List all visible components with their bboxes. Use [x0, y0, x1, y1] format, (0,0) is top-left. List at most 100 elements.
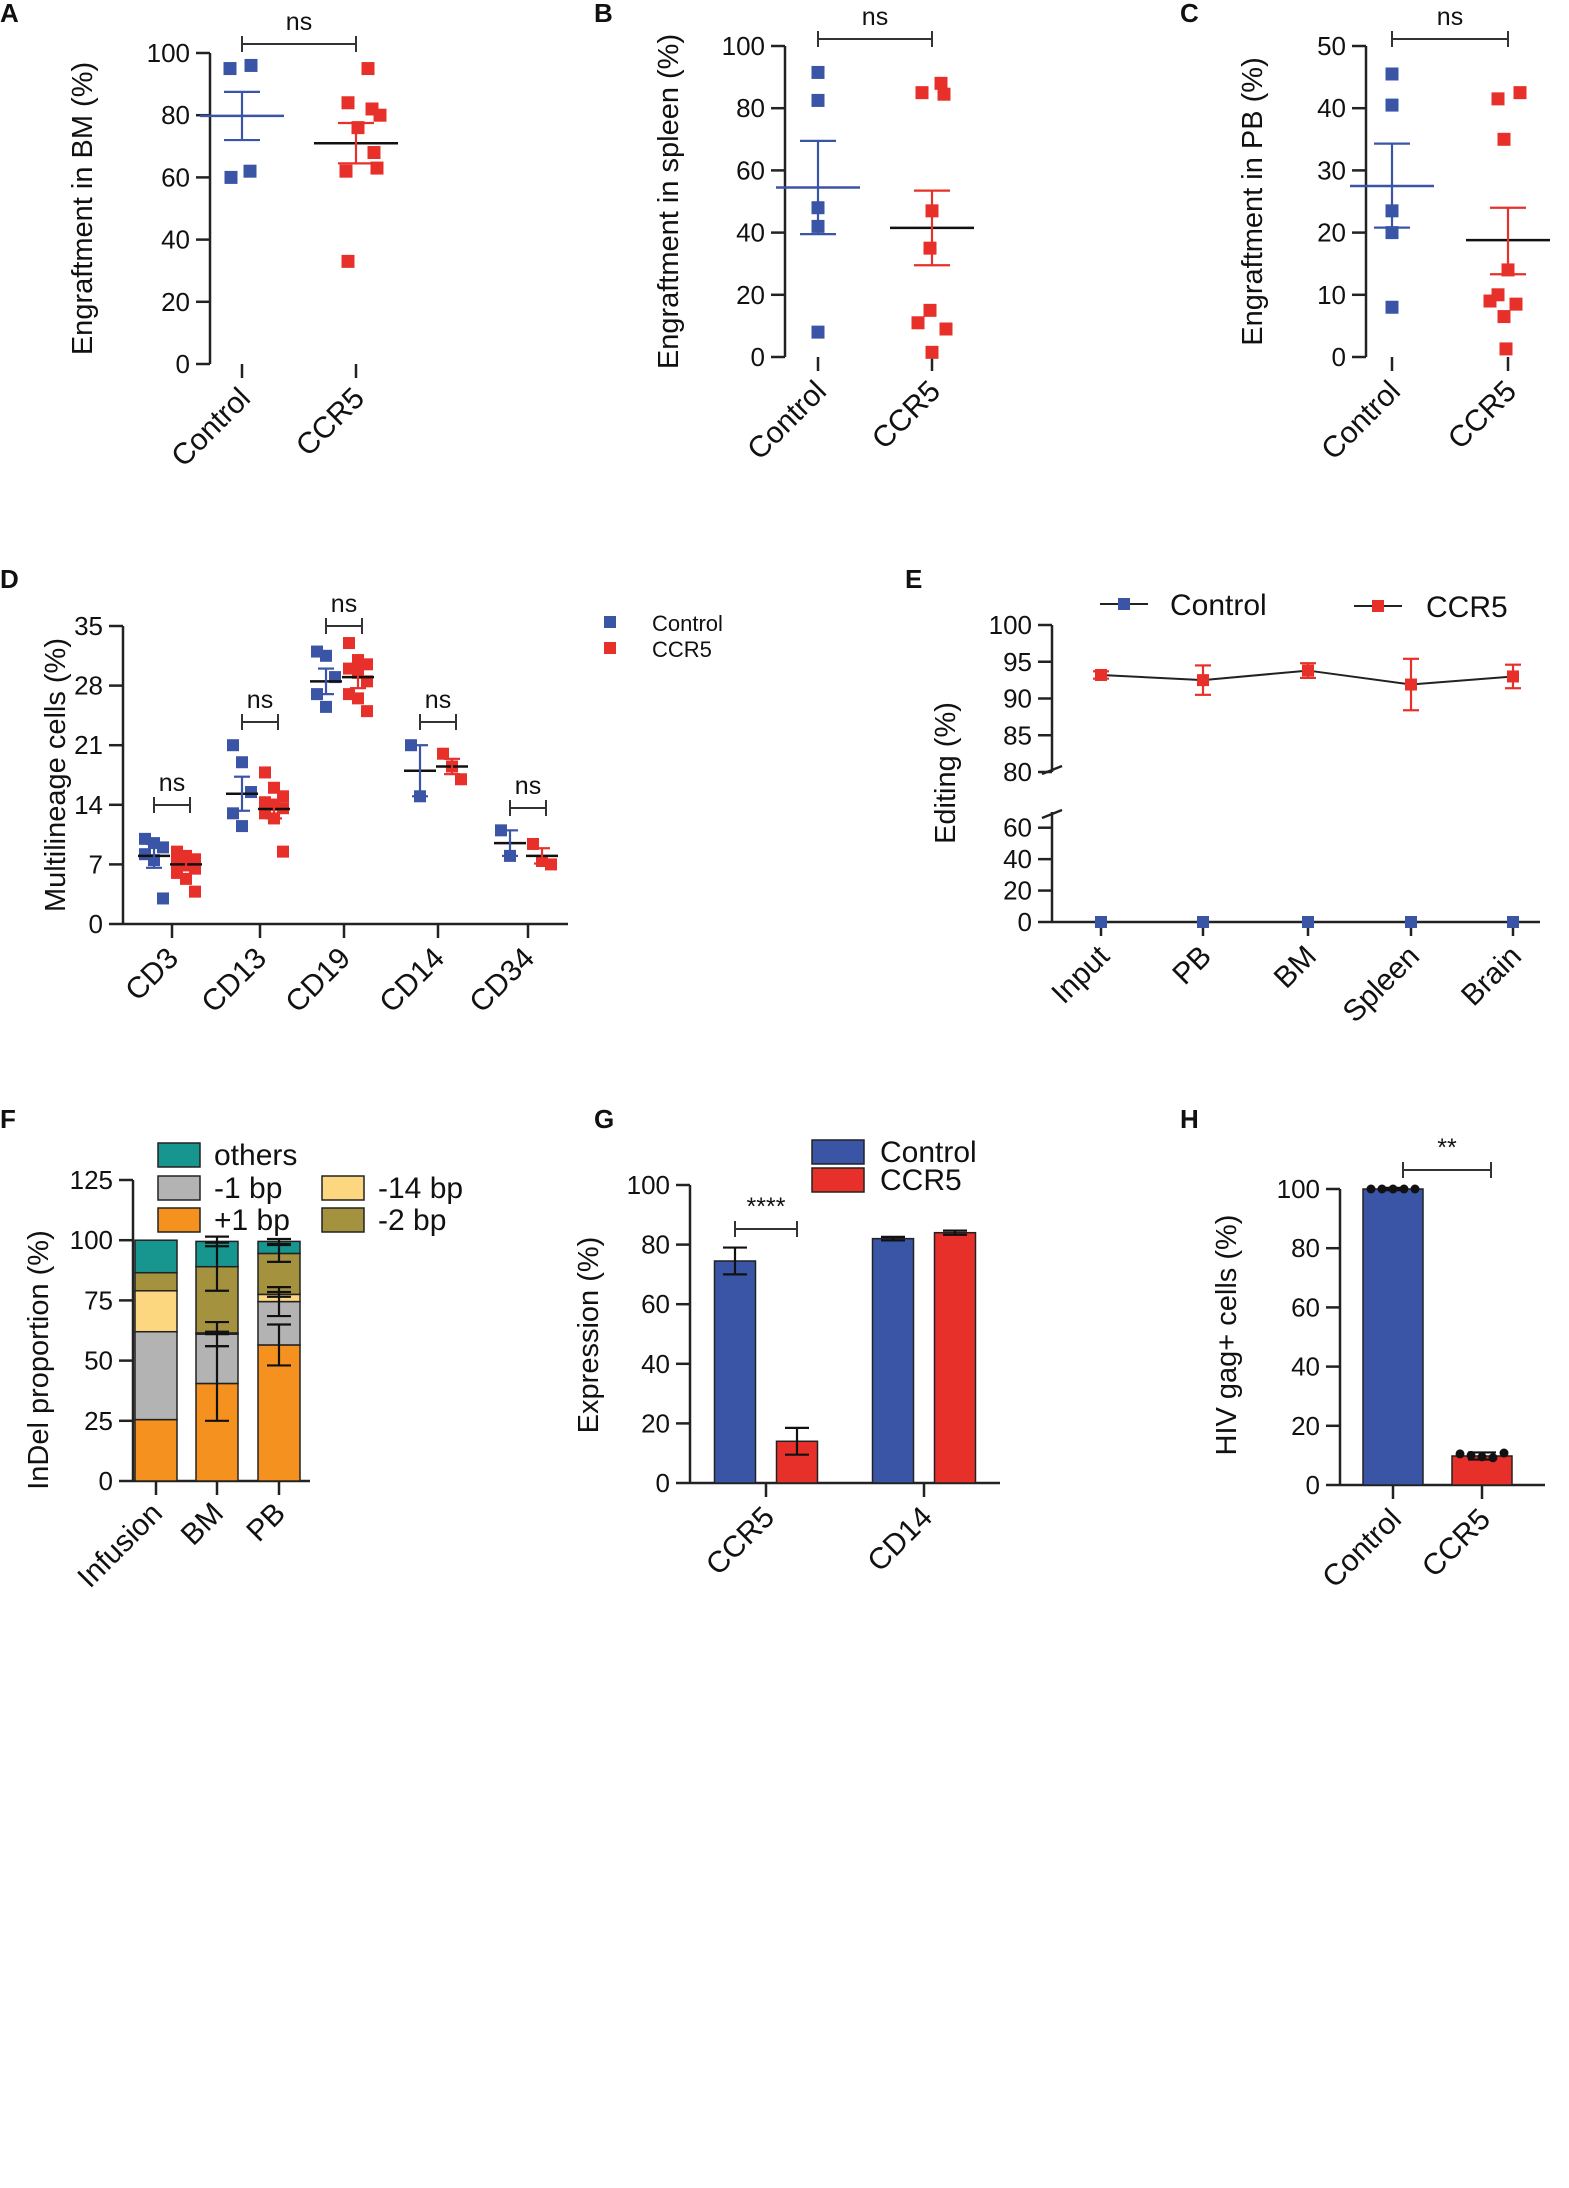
panel-d-y-tick-label-35: 35 — [74, 611, 103, 641]
panel-f-y-tick-label-0: 0 — [99, 1466, 113, 1496]
panel-g-x-label-cd14: CD14 — [861, 1501, 939, 1579]
panel-d-significance-cd34-label: ns — [515, 772, 541, 800]
panel-b-point-control-1 — [811, 93, 825, 107]
panel-h-y-tick-label-20: 20 — [1291, 1411, 1320, 1441]
panel-d-point-cd13-control-2 — [245, 786, 257, 799]
panel-d-point-cd3-ccr5-7 — [180, 872, 192, 885]
panel-f-bar-infusion-minus2bp — [134, 1271, 178, 1292]
panel-c-point-control-0 — [1385, 67, 1399, 81]
panel-h-point-control-2 — [1388, 1184, 1398, 1194]
panel-c-point-ccr5-8 — [1499, 342, 1513, 356]
panel-b-y-axis-title: Engraftment in spleen (%) — [653, 34, 685, 369]
panel-h-significance-label: ** — [1437, 1134, 1457, 1162]
panel-c-y-tick-label-20: 20 — [1317, 218, 1346, 248]
panel-g-legend-ccr5-swatch — [811, 1167, 865, 1193]
panel-c-point-ccr5-5 — [1483, 294, 1497, 308]
panel-c-significance-label: ns — [1437, 3, 1463, 31]
panel-c-point-control-1 — [1385, 98, 1399, 112]
panel-f-legend-label-1: -1 bp — [214, 1172, 282, 1205]
panel-e-legend-ccr5-marker — [1372, 600, 1384, 612]
panel-b-point-ccr5-6 — [911, 316, 925, 330]
panel-g-y-tick-label-80: 80 — [641, 1230, 670, 1260]
panel-b-point-ccr5-8 — [925, 345, 939, 359]
panel-f-legend-swatch-3 — [157, 1207, 201, 1233]
panel-a-y-axis-title: Engraftment in BM (%) — [67, 62, 99, 355]
panel-g-y-tick-label-100: 100 — [627, 1170, 670, 1200]
panel-b-y-tick-label-20: 20 — [736, 280, 765, 310]
panel-d-point-cd19-control-1 — [320, 649, 332, 662]
panel-d-point-cd19-control-4 — [320, 700, 332, 713]
panel-h-label: H — [1180, 1104, 1199, 1134]
panel-e-x-label-spleen: Spleen — [1337, 940, 1426, 1029]
panel-e-y-tick-label-0: 0 — [1018, 907, 1032, 937]
panel-c-point-ccr5-1 — [1491, 92, 1505, 106]
panel-a-x-label-ccr5: CCR5 — [290, 382, 371, 463]
panel-e-y-tick-label-95: 95 — [1003, 647, 1032, 677]
panel-h-point-control-0 — [1366, 1184, 1376, 1194]
panel-b-label: B — [594, 0, 613, 28]
panel-d-point-cd34-ccr5-2 — [545, 858, 557, 871]
panel-d-point-cd13-control-3 — [227, 807, 239, 820]
panel-f-y-tick-label-25: 25 — [84, 1406, 113, 1436]
panel-a-point-ccr5-4 — [351, 121, 365, 135]
panel-c-y-axis-title: Engraftment in PB (%) — [1237, 57, 1269, 346]
panel-g-bar-cd14-ccr5 — [933, 1231, 977, 1484]
panel-d-x-label-cd34: CD34 — [463, 942, 541, 1020]
panel-e-point-ccr5-4 — [1507, 670, 1519, 683]
panel-f-x-label-bm: BM — [175, 1497, 230, 1552]
panel-e-point-control-4 — [1507, 916, 1519, 928]
panel-b-point-control-0 — [811, 65, 825, 79]
panel-a-y-tick-label-40: 40 — [161, 225, 190, 255]
panel-d-point-cd14-ccr5-2 — [455, 773, 467, 786]
panel-h-point-ccr5-4 — [1499, 1448, 1509, 1458]
panel-b-significance-label: ns — [862, 3, 888, 31]
panel-c-y-tick-label-50: 50 — [1317, 31, 1346, 61]
panel-a-y-tick-label-80: 80 — [161, 100, 190, 130]
panel-e-y-tick-label-100: 100 — [989, 610, 1032, 640]
panel-e-point-control-3 — [1405, 916, 1417, 928]
panel-a-y-tick-label-0: 0 — [176, 349, 190, 379]
panel-a-point-ccr5-3 — [373, 108, 387, 122]
panel-a-point-control-2 — [243, 164, 257, 178]
panel-h-y-axis-title: HIV gag+ cells (%) — [1211, 1215, 1243, 1456]
panel-c-point-ccr5-2 — [1497, 132, 1511, 146]
panel-d-point-cd14-control-0 — [405, 739, 417, 752]
panel-e-y-tick-label-40: 40 — [1003, 844, 1032, 874]
panel-h-point-control-4 — [1410, 1184, 1420, 1194]
panel-h-y-tick-label-40: 40 — [1291, 1352, 1320, 1382]
panel-a-point-ccr5-7 — [339, 164, 353, 178]
panel-g-y-tick-label-40: 40 — [641, 1349, 670, 1379]
panel-b-x-label-control: Control — [741, 375, 833, 467]
panel-e-point-ccr5-1 — [1197, 674, 1209, 687]
panel-g-legend-control-label: Control — [880, 1136, 977, 1169]
panel-d-point-cd3-ccr5-5 — [189, 862, 201, 875]
panel-c-point-control-4 — [1385, 300, 1399, 314]
panel-d-significance-cd14-label: ns — [425, 686, 451, 714]
panel-b-y-tick-label-100: 100 — [722, 31, 765, 61]
panel-d-y-tick-label-14: 14 — [74, 790, 103, 820]
panel-b-point-ccr5-4 — [923, 241, 937, 255]
panel-d-label: D — [0, 564, 19, 594]
panel-h-y-tick-label-0: 0 — [1306, 1470, 1320, 1500]
panel-a-point-ccr5-5 — [367, 146, 381, 160]
panel-d-point-cd13-control-0 — [227, 739, 239, 752]
panel-f-y-tick-label-75: 75 — [84, 1285, 113, 1315]
panel-f-legend-swatch-1 — [157, 1175, 201, 1201]
panel-d-legend-ccr5-marker — [604, 642, 616, 654]
panel-a-point-control-1 — [223, 62, 237, 76]
panel-e-point-ccr5-2 — [1302, 664, 1314, 677]
panel-e-y-tick-label-60: 60 — [1003, 813, 1032, 843]
panel-g-y-axis-title: Expression (%) — [573, 1237, 605, 1434]
panel-e-x-label-brain: Brain — [1455, 940, 1528, 1013]
panel-h-y-tick-label-80: 80 — [1291, 1233, 1320, 1263]
panel-f-y-tick-label-50: 50 — [84, 1346, 113, 1376]
panel-g-y-tick-label-20: 20 — [641, 1408, 670, 1438]
panel-e-x-label-pb: PB — [1166, 940, 1218, 992]
panel-c-y-tick-label-30: 30 — [1317, 155, 1346, 185]
panel-a-point-ccr5-8 — [341, 254, 355, 268]
panel-f-y-axis-title: InDel proportion (%) — [23, 1230, 55, 1490]
panel-c-point-ccr5-7 — [1497, 310, 1511, 324]
panel-f-y-tick-label-125: 125 — [70, 1165, 113, 1195]
panel-f-bar-infusion-others — [134, 1239, 178, 1274]
panel-g-significance-label: **** — [747, 1193, 786, 1221]
